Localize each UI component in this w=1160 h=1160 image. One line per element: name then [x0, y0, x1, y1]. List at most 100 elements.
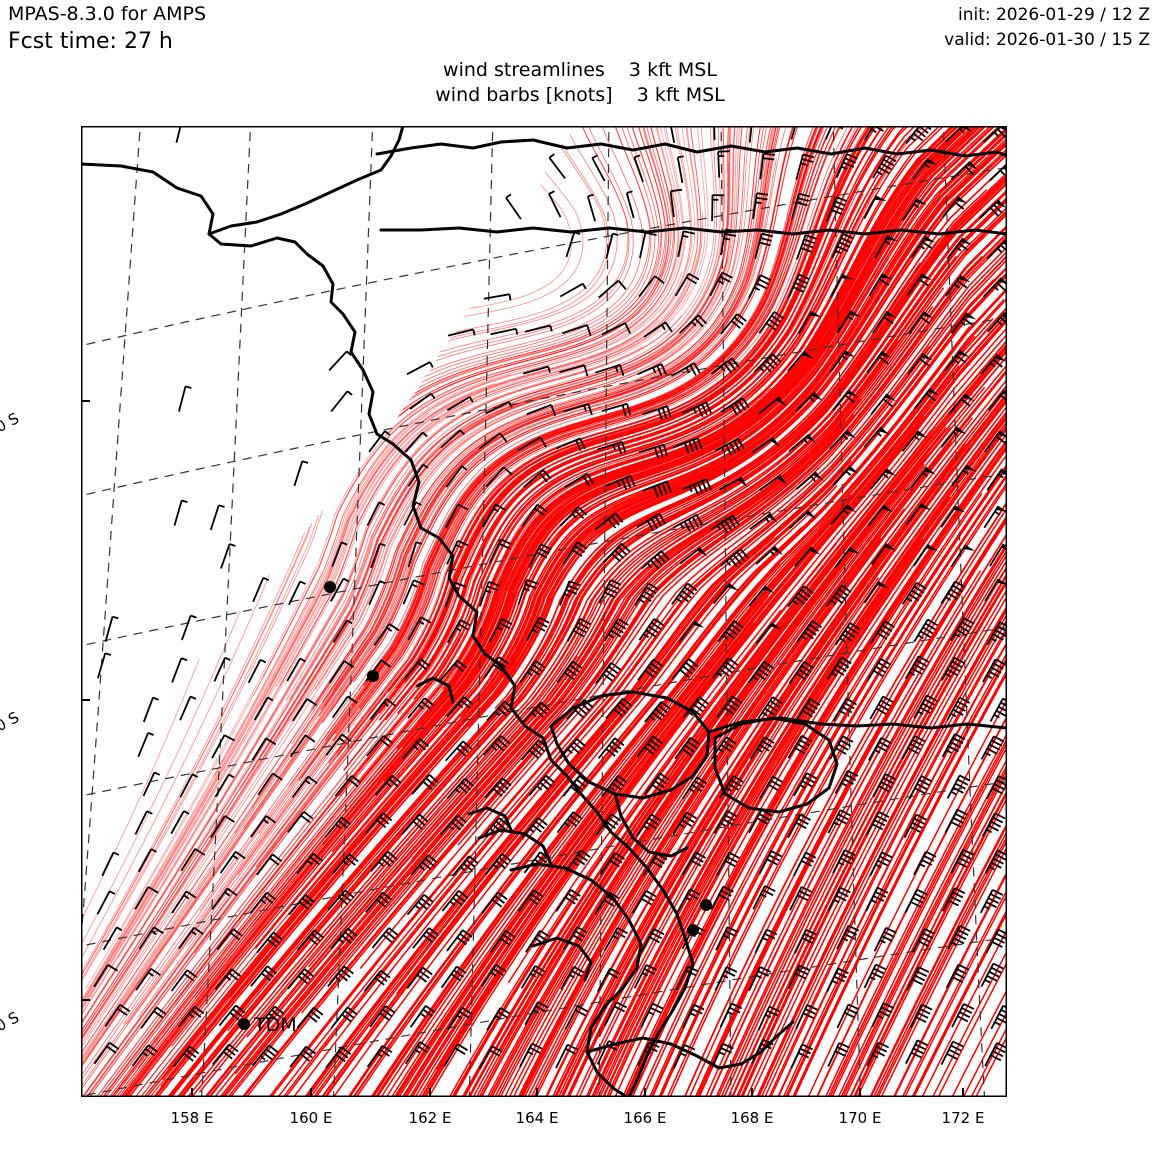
streamline: [420, 318, 1007, 1097]
station-marker-station-c[interactable]: [700, 899, 712, 911]
barb-full-10: [725, 228, 737, 233]
barb-full-10: [657, 408, 663, 421]
wind-barb: [749, 736, 775, 760]
wind-barb: [440, 429, 465, 449]
barb-full-10: [643, 893, 655, 902]
barb-shaft: [559, 364, 585, 373]
streamline: [396, 306, 1007, 1097]
barb-half-5: [842, 434, 849, 441]
barb-full-10: [503, 700, 514, 710]
streamline: [370, 299, 1005, 1097]
barb-shaft: [864, 126, 875, 141]
barb-half-5: [225, 975, 232, 981]
streamline: [279, 126, 702, 687]
wind-barb: [950, 312, 977, 335]
station-marker-station-b[interactable]: [367, 670, 379, 682]
wind-barb: [175, 126, 182, 143]
barb-shaft: [97, 653, 107, 679]
wind-barb: [901, 430, 928, 452]
wind-barb: [483, 656, 509, 679]
barb-full-10: [574, 930, 586, 938]
barb-shaft: [369, 698, 388, 720]
streamline: [81, 551, 415, 1067]
barb-shaft: [289, 734, 307, 758]
barb-shaft: [673, 437, 699, 448]
barb-full-10: [758, 278, 770, 286]
barb-full-10: [382, 1008, 393, 1018]
wind-barb: [872, 154, 897, 179]
wind-barb: [866, 811, 890, 836]
barb-flag-50: [957, 350, 970, 358]
barb-full-10: [619, 364, 625, 376]
barb-half-5: [644, 1049, 651, 1055]
barb-full-10: [755, 196, 768, 201]
station-marker-station-d[interactable]: [687, 924, 699, 936]
barb-shaft: [368, 580, 381, 605]
barb-full-10: [269, 935, 280, 944]
barb-full-10: [987, 897, 1000, 905]
wind-barb: [868, 737, 892, 762]
barb-full-10: [643, 968, 656, 976]
barb-full-10: [832, 204, 845, 211]
barb-shaft: [625, 192, 635, 219]
barb-full-10: [491, 899, 503, 908]
barb-flag-50: [874, 195, 887, 201]
barb-full-10: [882, 695, 894, 703]
wind-barb: [137, 731, 154, 758]
barb-full-10: [306, 698, 318, 706]
streamline: [414, 416, 925, 1097]
barb-full-10: [550, 404, 557, 417]
barb-flag-50: [801, 351, 814, 359]
barb-full-10: [878, 811, 890, 818]
barb-shaft: [795, 154, 804, 180]
barb-full-10: [924, 698, 935, 706]
wind-barb: [180, 848, 206, 872]
barb-full-10: [650, 1006, 662, 1014]
wind-barb: [637, 658, 664, 681]
barb-full-10: [456, 936, 467, 946]
barb-half-5: [612, 935, 619, 940]
barb-full-10: [536, 551, 548, 559]
wind-barb: [720, 397, 750, 416]
barb-full-10: [844, 157, 856, 164]
barb-full-10: [802, 153, 815, 159]
station-marker-TDM[interactable]: [238, 1018, 250, 1030]
barb-full-10: [269, 857, 280, 866]
wind-barb: [292, 698, 318, 722]
barb-half-5: [430, 393, 436, 400]
barb-full-10: [605, 820, 616, 830]
barb-shaft: [866, 350, 884, 373]
map-plot-area: TDM: [81, 126, 1007, 1097]
barb-full-10: [844, 394, 855, 404]
barb-full-10: [271, 1009, 282, 1018]
barb-shaft: [140, 1006, 158, 1029]
barb-half-5: [547, 366, 551, 373]
barb-full-10: [799, 890, 811, 897]
barb-full-10: [416, 974, 428, 983]
wind-barb: [940, 1040, 964, 1066]
streamline: [715, 542, 1007, 1097]
wind-barb: [594, 512, 624, 531]
barb-shaft: [330, 578, 345, 602]
barb-half-5: [643, 825, 650, 830]
streamline: [396, 126, 960, 750]
barb-full-10: [224, 815, 235, 823]
barb-half-5: [869, 976, 876, 981]
barb-full-10: [654, 515, 663, 527]
barb-full-10: [796, 742, 808, 751]
station-marker-station-a[interactable]: [324, 581, 336, 593]
wind-barb: [521, 739, 549, 761]
wind-barb: [758, 775, 784, 800]
barb-full-10: [728, 783, 739, 791]
barb-full-10: [228, 971, 239, 981]
barb-full-10: [916, 581, 927, 590]
barb-half-5: [497, 626, 504, 631]
barb-full-10: [617, 618, 629, 626]
barb-full-10: [801, 937, 813, 944]
wind-barb: [910, 235, 936, 259]
wind-barb: [251, 737, 277, 761]
wind-barb: [986, 775, 1007, 800]
wind-barb: [677, 230, 695, 257]
barb-full-10: [691, 1008, 703, 1015]
barb-full-10: [797, 592, 809, 602]
